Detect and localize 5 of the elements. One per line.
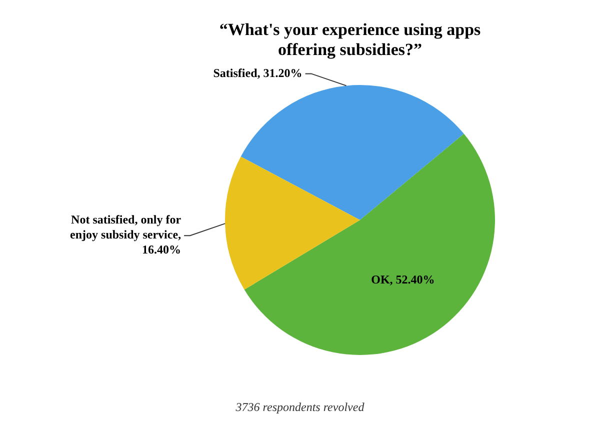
slice-label: Satisfied, 31.20% bbox=[213, 66, 302, 80]
text: 3736 respondents revolved bbox=[234, 400, 366, 415]
chart-title: “What's your experience using apps offering subsidies?” bbox=[218, 20, 482, 60]
slice-label: Not satisfied, only for enjoy subsidy service, 16.40% bbox=[70, 212, 182, 257]
slice-label: OK, 52.40% bbox=[371, 272, 435, 287]
